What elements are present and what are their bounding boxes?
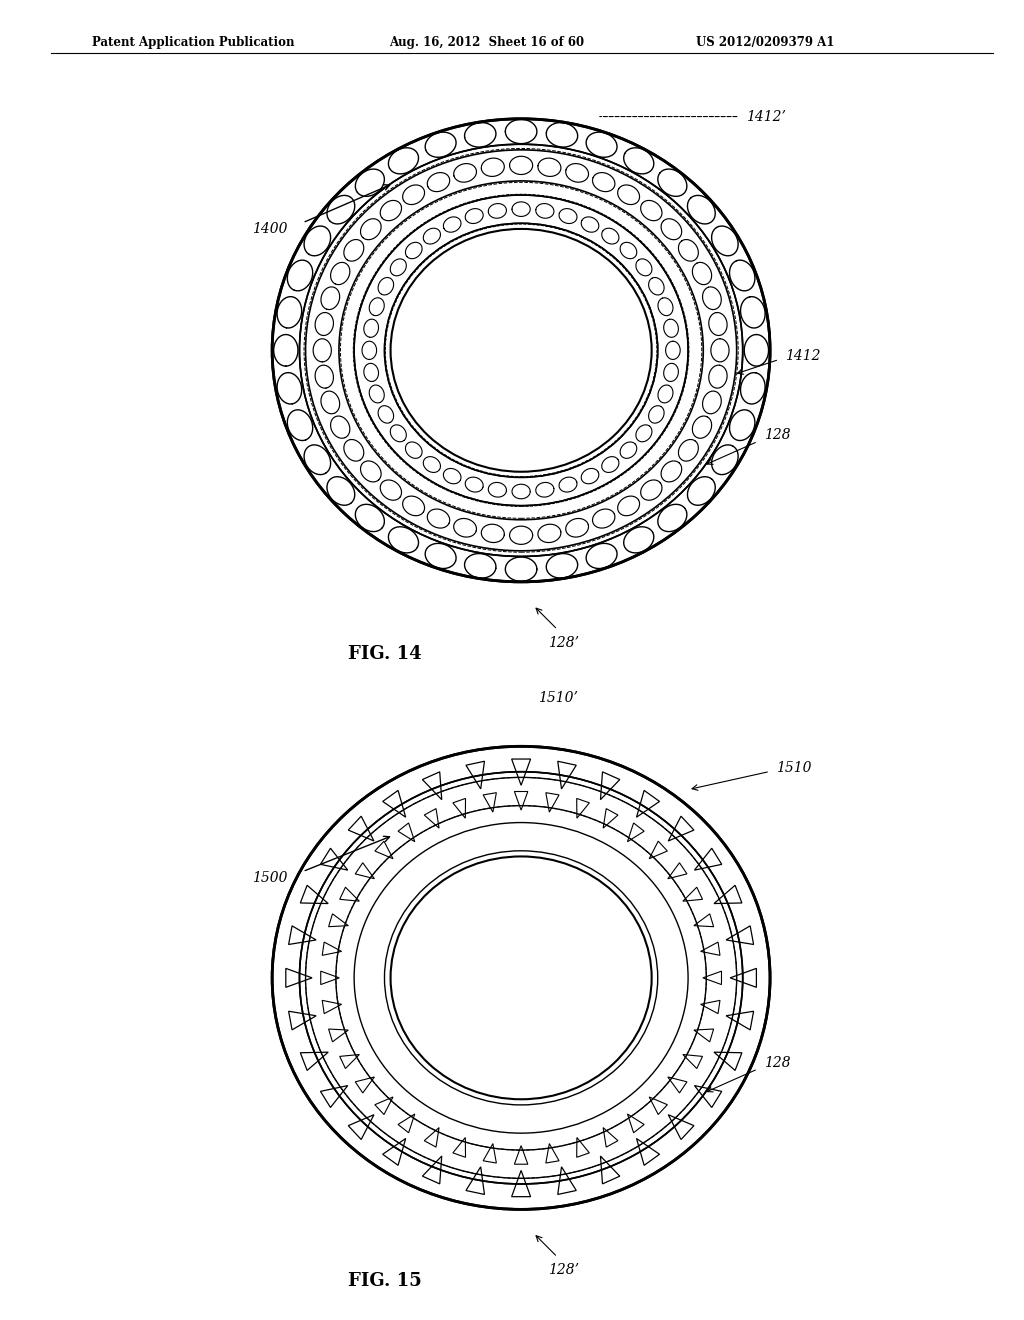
Ellipse shape [272,119,770,582]
Ellipse shape [299,772,742,1184]
Text: 128: 128 [764,428,791,442]
Text: FIG. 14: FIG. 14 [348,644,421,663]
Ellipse shape [272,746,770,1209]
Ellipse shape [336,805,707,1150]
Text: 1412: 1412 [785,350,821,363]
Text: 128’: 128’ [548,636,580,649]
Ellipse shape [384,223,657,478]
Ellipse shape [390,228,651,471]
Text: 1500: 1500 [252,871,288,884]
Ellipse shape [299,144,742,557]
Text: Patent Application Publication: Patent Application Publication [92,36,295,49]
Text: Aug. 16, 2012  Sheet 16 of 60: Aug. 16, 2012 Sheet 16 of 60 [389,36,585,49]
Ellipse shape [339,181,703,520]
Text: 1412’: 1412’ [745,110,785,124]
Text: 1510: 1510 [776,762,812,775]
Text: 128’: 128’ [548,1263,580,1278]
Text: 128: 128 [764,1056,791,1071]
Ellipse shape [354,822,688,1133]
Text: FIG. 15: FIG. 15 [347,1272,421,1291]
Ellipse shape [305,777,736,1179]
Ellipse shape [354,195,688,506]
Ellipse shape [384,851,657,1105]
Text: 1400: 1400 [252,222,288,236]
Text: 1510’: 1510’ [538,690,578,705]
Ellipse shape [390,857,651,1100]
Ellipse shape [305,150,736,550]
Text: US 2012/0209379 A1: US 2012/0209379 A1 [696,36,835,49]
